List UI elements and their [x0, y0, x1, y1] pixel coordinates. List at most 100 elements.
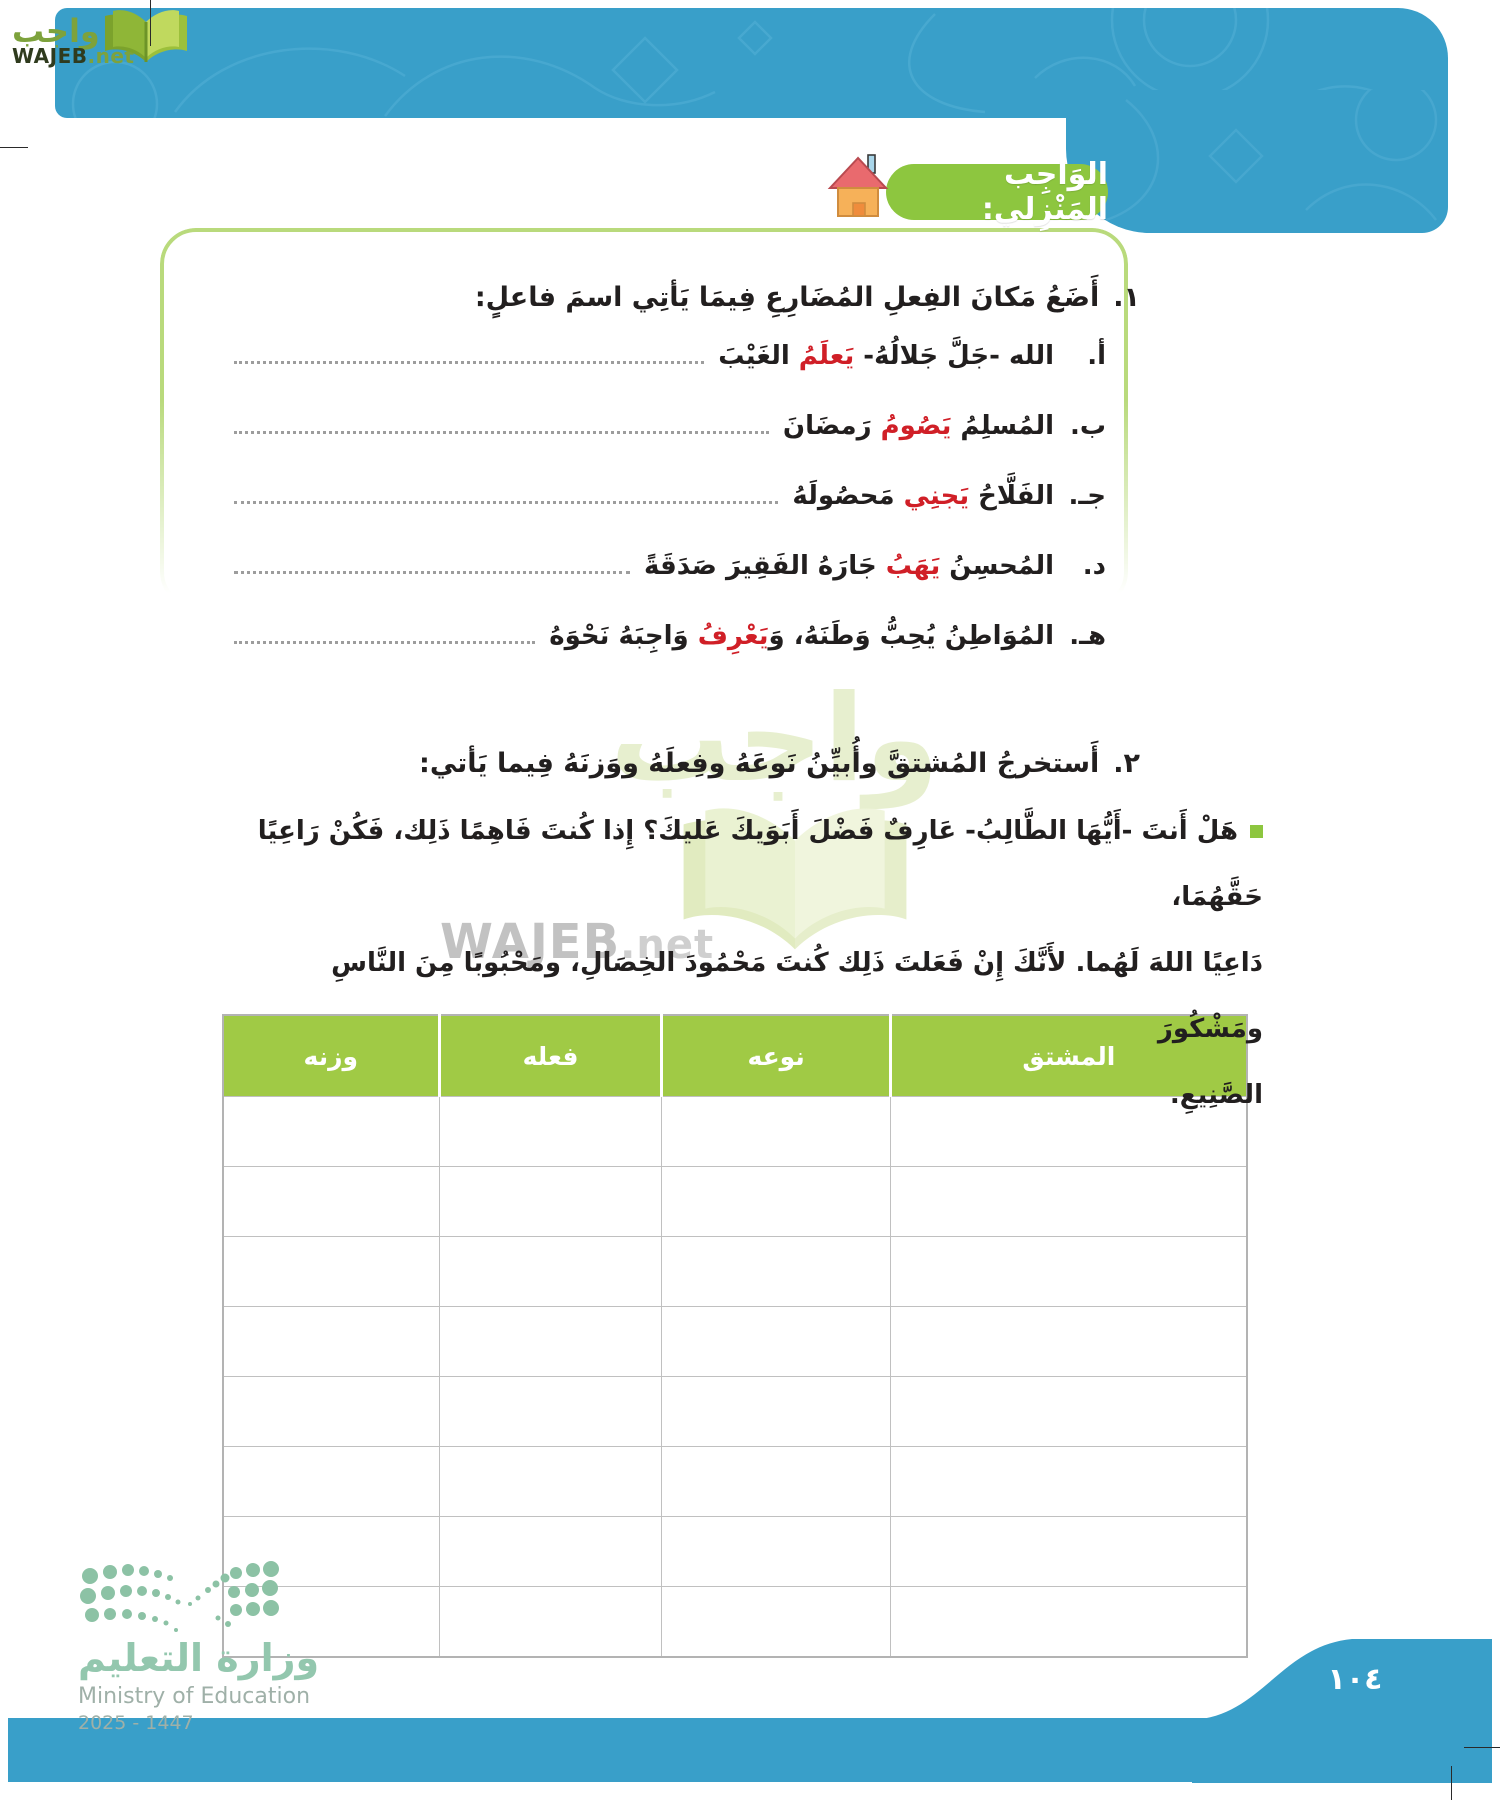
- homework-title: الوَاجِب المَنْزِلي:: [886, 157, 1108, 227]
- exercise1-item-h: هـ. المُوَاطِنُ يُحِبُّ وَطَنَهُ، وَيَعْ…: [228, 614, 1140, 658]
- page-number: ١٠٤: [1327, 1662, 1383, 1697]
- brand-logo-arabic: واجب: [12, 12, 100, 50]
- table-row: [221, 1586, 1248, 1658]
- table-cell-empty: [438, 1306, 663, 1377]
- table-cell-empty: [221, 1376, 440, 1447]
- passage-line-3: الصَّنِيعِ.: [1169, 1080, 1263, 1110]
- item-letter: هـ.: [1069, 621, 1106, 651]
- sentence-text: رَمضَانَ: [782, 411, 881, 441]
- sentence-text: الغَيْبَ: [718, 341, 799, 371]
- item-letter: أ.: [1087, 341, 1106, 371]
- sentence-text: وَاجِبَهُ نَحْوَهُ: [549, 621, 698, 651]
- table-cell-empty: [438, 1586, 663, 1658]
- passage-line-2: دَاعِيًا اللهَ لَهُما. لأَنَّكَ إِنْ فَع…: [331, 948, 1263, 1044]
- wajeb-watermark: واجب WAJEB.net: [420, 670, 1100, 1026]
- item-sentence: المُسلِمُ يَصُومُ رَمضَانَ: [783, 404, 1054, 448]
- table-cell-empty: [889, 1376, 1248, 1447]
- item-sentence: المُوَاطِنُ يُحِبُّ وَطَنَهُ، وَيَعْرِفُ…: [549, 614, 1054, 658]
- exercise1-item-b: ب. المُسلِمُ يَصُومُ رَمضَانَ: [228, 404, 1140, 448]
- edition-years: 2025 - 1447: [78, 1712, 194, 1734]
- exercise2-number: ٢.: [1113, 748, 1140, 779]
- table-cell-empty: [661, 1306, 891, 1377]
- answer-dotted-line: [234, 431, 769, 434]
- house-icon: [827, 154, 889, 217]
- table-cell-empty: [438, 1376, 663, 1447]
- sentence-text: مَحصُولَهُ: [792, 481, 904, 511]
- table-cell-empty: [221, 1586, 440, 1658]
- table-cell-empty: [221, 1516, 440, 1587]
- page-number-tab: [1192, 1639, 1492, 1783]
- bullet-icon: [1250, 825, 1263, 838]
- table-cell-empty: [221, 1306, 440, 1377]
- table-cell-empty: [221, 1446, 440, 1517]
- passage-text: هَلْ أَنتَ -أَيُّهَا الطَّالِبُ- عَارِفٌ…: [257, 816, 1263, 912]
- table-cell-empty: [661, 1166, 891, 1237]
- exercise2: ٢. أَستخرجُ المُشتقَّ وأُبيِّنُ نَوعَهُ …: [228, 742, 1140, 800]
- column-header-type: نوعه: [660, 1014, 891, 1097]
- table-cell-empty: [889, 1096, 1248, 1167]
- item-letter: جـ.: [1068, 481, 1106, 511]
- moe-logo: [80, 1561, 279, 1632]
- passage-line-1: هَلْ أَنتَ -أَيُّهَا الطَّالِبُ- عَارِفٌ…: [225, 798, 1263, 930]
- item-letter: ب.: [1069, 411, 1106, 441]
- table-row: [221, 1096, 1248, 1167]
- highlighted-verb: يَجنِي: [903, 481, 970, 511]
- column-header-pattern: وزنه: [221, 1014, 440, 1097]
- table-cell-empty: [221, 1236, 440, 1307]
- calligraphy-pattern: [1105, 90, 1438, 222]
- table-cell-empty: [221, 1096, 440, 1167]
- table-cell-empty: [438, 1516, 663, 1587]
- derivatives-answer-table: المشتق نوعه فعله وزنه: [221, 1014, 1248, 1658]
- table-cell-empty: [438, 1096, 663, 1167]
- table-cell-empty: [889, 1586, 1248, 1658]
- crop-mark: [0, 147, 28, 148]
- table-cell-empty: [889, 1236, 1248, 1307]
- exercise1-item-a: أ. الله -جَلَّ جَلالُهُ- يَعلَمُ الغَيْب…: [228, 334, 1140, 378]
- highlighted-verb: يَصُومُ: [880, 411, 952, 441]
- table-row: [221, 1306, 1248, 1377]
- table-row: [221, 1516, 1248, 1587]
- table-row: [221, 1446, 1248, 1517]
- watermark-tld: .net: [620, 922, 715, 968]
- sentence-text: المُوَاطِنُ يُحِبُّ وَطَنَهُ، وَ: [768, 621, 1054, 651]
- crop-mark: [150, 0, 151, 46]
- exercise1-frame: [160, 228, 1128, 608]
- table-cell-empty: [438, 1236, 663, 1307]
- highlighted-verb: يَعْرِفُ: [697, 621, 769, 651]
- sentence-text: الفَلَّاحُ: [969, 481, 1054, 511]
- table-cell-empty: [661, 1376, 891, 1447]
- item-sentence: المُحسِنُ يَهَبُ جَارَهُ الفَقِيرَ صَدَق…: [644, 544, 1054, 588]
- book-icon: [105, 10, 187, 62]
- table-row: [221, 1166, 1248, 1237]
- ministry-name-english: Ministry of Education: [78, 1684, 311, 1709]
- exercise1: ١. أَضَعُ مَكانَ الفِعلِ المُضَارِعِ فِي…: [228, 276, 1140, 684]
- table-cell-empty: [661, 1236, 891, 1307]
- column-header-derivative: المشتق: [888, 1014, 1248, 1097]
- exercise2-prompt: أَستخرجُ المُشتقَّ وأُبيِّنُ نَوعَهُ وفِ…: [419, 748, 1100, 779]
- highlighted-verb: يَعلَمُ: [798, 341, 855, 371]
- column-header-verb: فعله: [437, 1014, 662, 1097]
- exercise1-number: ١.: [1113, 282, 1140, 313]
- exercise1-item-j: جـ. الفَلَّاحُ يَجنِي مَحصُولَهُ: [228, 474, 1140, 518]
- exercise1-prompt: أَضَعُ مَكانَ الفِعلِ المُضَارِعِ فِيمَا…: [474, 282, 1100, 313]
- watermark-latin: WAJEB.net: [440, 914, 714, 970]
- highlighted-verb: يَهَبُ: [885, 551, 941, 581]
- answer-dotted-line: [234, 641, 536, 644]
- table-cell-empty: [889, 1166, 1248, 1237]
- item-sentence: الله -جَلَّ جَلالُهُ- يَعلَمُ الغَيْبَ: [718, 334, 1054, 378]
- answer-dotted-line: [234, 361, 705, 364]
- table-cell-empty: [889, 1516, 1248, 1587]
- header-band: [55, 8, 1448, 118]
- table-cell-empty: [889, 1306, 1248, 1377]
- table-cell-empty: [438, 1166, 663, 1237]
- item-letter: د.: [1082, 551, 1106, 581]
- answer-dotted-line: [234, 571, 630, 574]
- sentence-text: جَارَهُ الفَقِيرَ صَدَقَةً: [644, 551, 886, 581]
- watermark-wajeb: WAJEB: [440, 914, 621, 970]
- sentence-text: الله -جَلَّ جَلالُهُ-: [854, 341, 1054, 371]
- header-band-right-extension: [1066, 90, 1448, 233]
- answer-dotted-line: [234, 501, 779, 504]
- brand-logo-wajeb: WAJEB: [12, 44, 88, 68]
- table-cell-empty: [661, 1446, 891, 1517]
